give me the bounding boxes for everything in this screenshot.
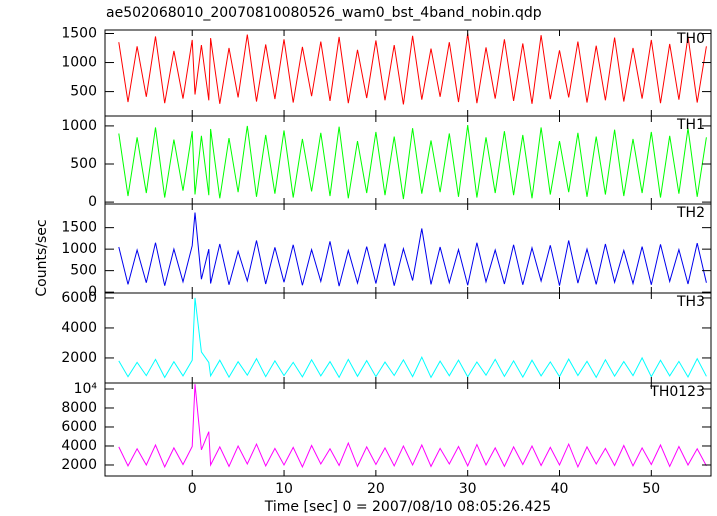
y-tick-label: 1500 (61, 25, 97, 41)
y-tick-label: 8000 (61, 400, 97, 416)
panel-label: TH3 (676, 294, 705, 310)
y-tick-label: 1500 (61, 220, 97, 236)
x-tick-label: 0 (188, 481, 197, 497)
y-tick-label: 500 (70, 84, 97, 100)
x-tick-label: 10 (275, 481, 293, 497)
y-tick-label: 1000 (61, 118, 97, 134)
y-tick-label: 2000 (61, 457, 97, 473)
light-curve (118, 212, 707, 287)
y-tick-label: 4000 (61, 438, 97, 454)
x-tick-label: 20 (367, 481, 385, 497)
light-curve (118, 297, 707, 379)
y-tick-label: 6000 (61, 419, 97, 435)
panel-frame (104, 382, 712, 477)
y-tick-label: 0 (88, 284, 97, 300)
x-tick-label: 30 (459, 481, 477, 497)
chart-title: ae502068010_20070810080526_wam0_bst_4ban… (106, 5, 542, 21)
y-tick-label: 6000 (61, 290, 97, 306)
y-tick-label: 1000 (61, 55, 97, 71)
x-tick-label: 50 (642, 481, 660, 497)
x-tick-label: 40 (551, 481, 569, 497)
y-tick-label: 10⁴ (74, 381, 98, 397)
y-tick-label: 1000 (61, 241, 97, 257)
y-tick-label: 500 (70, 263, 97, 279)
y-tick-label: 0 (88, 194, 97, 210)
panel-label: TH2 (676, 205, 705, 221)
y-axis-label: Counts/sec (34, 219, 50, 296)
panel-label: TH1 (676, 117, 705, 133)
y-tick-label: 2000 (61, 350, 97, 366)
panel-label: TH0123 (649, 384, 705, 400)
y-tick-label: 500 (70, 156, 97, 172)
y-tick-label: 4000 (61, 320, 97, 336)
x-axis-label: Time [sec] 0 = 2007/08/10 08:05:26.425 (264, 499, 551, 515)
light-curve (118, 125, 707, 200)
light-curve (118, 33, 707, 105)
panel-label: TH0 (676, 31, 705, 47)
light-curve (118, 384, 707, 469)
